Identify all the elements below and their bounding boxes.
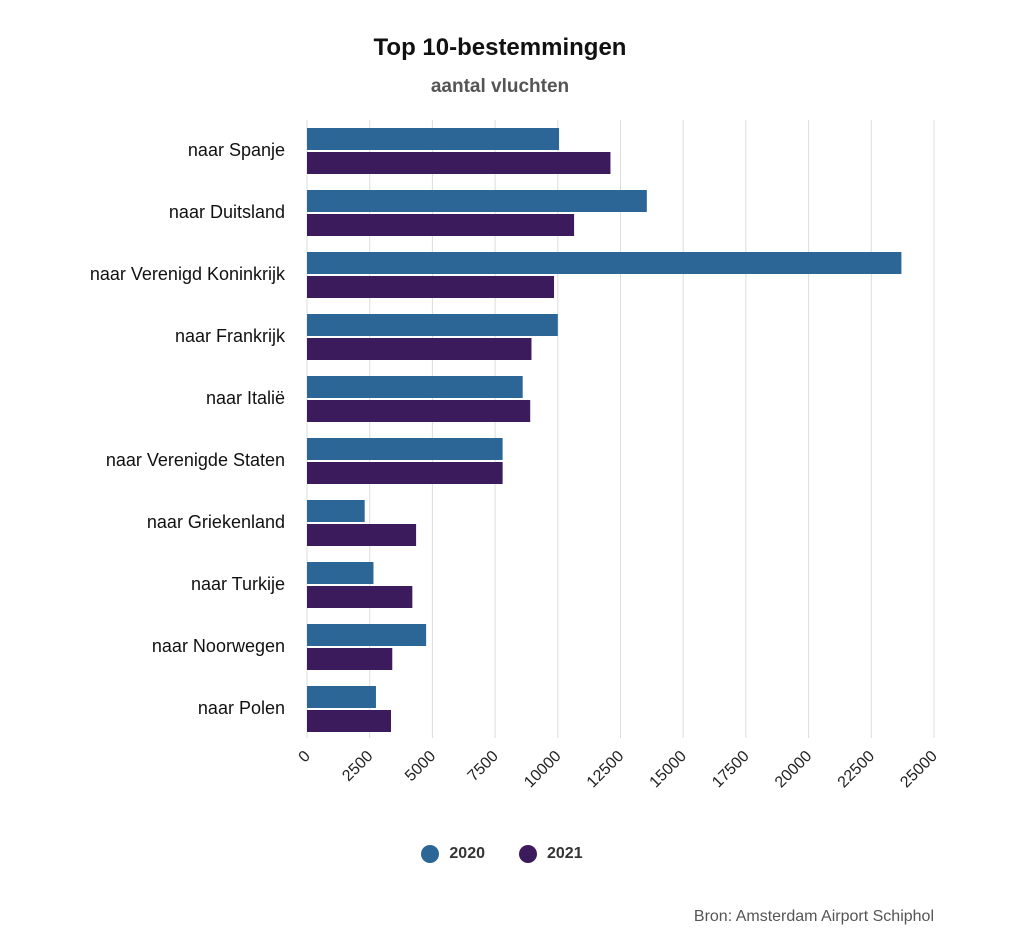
category-label: naar Duitsland <box>169 202 285 222</box>
legend-swatch-2021 <box>519 845 537 863</box>
category-label: naar Frankrijk <box>175 326 286 346</box>
bar-2021[interactable] <box>307 400 531 422</box>
source-note: Bron: Amsterdam Airport Schiphol <box>693 908 934 925</box>
bar-2020[interactable] <box>307 686 376 708</box>
category-label: naar Turkije <box>191 574 285 594</box>
legend-label-2021: 2021 <box>547 845 583 862</box>
x-axis-ticks: 0 2500 5000 7500 10000 12500 15000 17500 20000 22… <box>296 748 941 792</box>
bar-2020[interactable] <box>307 128 560 150</box>
legend-item-2020[interactable]: 2020 <box>421 845 485 863</box>
x-tick-label: 22500 <box>835 748 879 792</box>
legend-label-2020: 2020 <box>449 845 485 862</box>
bar-2020[interactable] <box>307 190 647 212</box>
bar-2021[interactable] <box>307 152 611 174</box>
bar-2021[interactable] <box>307 276 555 298</box>
x-tick-label: 20000 <box>772 748 816 792</box>
category-label: naar Verenigde Staten <box>106 450 285 470</box>
bar-2020[interactable] <box>307 376 523 398</box>
bar-2020[interactable] <box>307 252 902 274</box>
bar-2021[interactable] <box>307 710 392 732</box>
bar-chart: naar Spanje naar Duitsland naar Verenigd K… <box>90 120 941 792</box>
bar-2021[interactable] <box>307 462 503 484</box>
x-tick-label: 12500 <box>584 748 628 792</box>
bar-2020[interactable] <box>307 624 427 646</box>
legend: 2020 2021 <box>0 845 1004 863</box>
category-label: naar Spanje <box>188 140 285 160</box>
x-tick-label: 0 <box>296 748 314 766</box>
category-label: naar Italië <box>206 388 285 408</box>
bar-2021[interactable] <box>307 214 575 236</box>
chart-subtitle: aantal vluchten <box>430 76 570 97</box>
x-tick-label: 15000 <box>647 748 691 792</box>
bars <box>307 128 902 732</box>
category-label: naar Polen <box>198 698 285 718</box>
category-labels: naar Spanje naar Duitsland naar Verenigd K… <box>90 140 286 718</box>
x-tick-label: 2500 <box>339 748 376 785</box>
bar-2021[interactable] <box>307 586 413 608</box>
bar-2020[interactable] <box>307 562 374 584</box>
bar-2020[interactable] <box>307 500 365 522</box>
bar-2021[interactable] <box>307 648 393 670</box>
bar-2020[interactable] <box>307 438 503 460</box>
category-label: naar Noorwegen <box>152 636 285 656</box>
legend-swatch-2020 <box>421 845 440 863</box>
x-tick-label: 10000 <box>521 748 565 792</box>
x-tick-label: 25000 <box>897 748 941 792</box>
category-label: naar Griekenland <box>147 512 285 532</box>
x-tick-label: 7500 <box>465 748 502 785</box>
chart-title: Top 10-bestemmingen <box>373 34 627 61</box>
bar-2021[interactable] <box>307 338 532 360</box>
x-tick-label: 17500 <box>709 748 753 792</box>
bar-2020[interactable] <box>307 314 558 336</box>
bar-2021[interactable] <box>307 524 417 546</box>
legend-item-2021[interactable]: 2021 <box>519 845 583 863</box>
category-label: naar Verenigd Koninkrijk <box>90 264 286 284</box>
x-tick-label: 5000 <box>402 748 439 785</box>
